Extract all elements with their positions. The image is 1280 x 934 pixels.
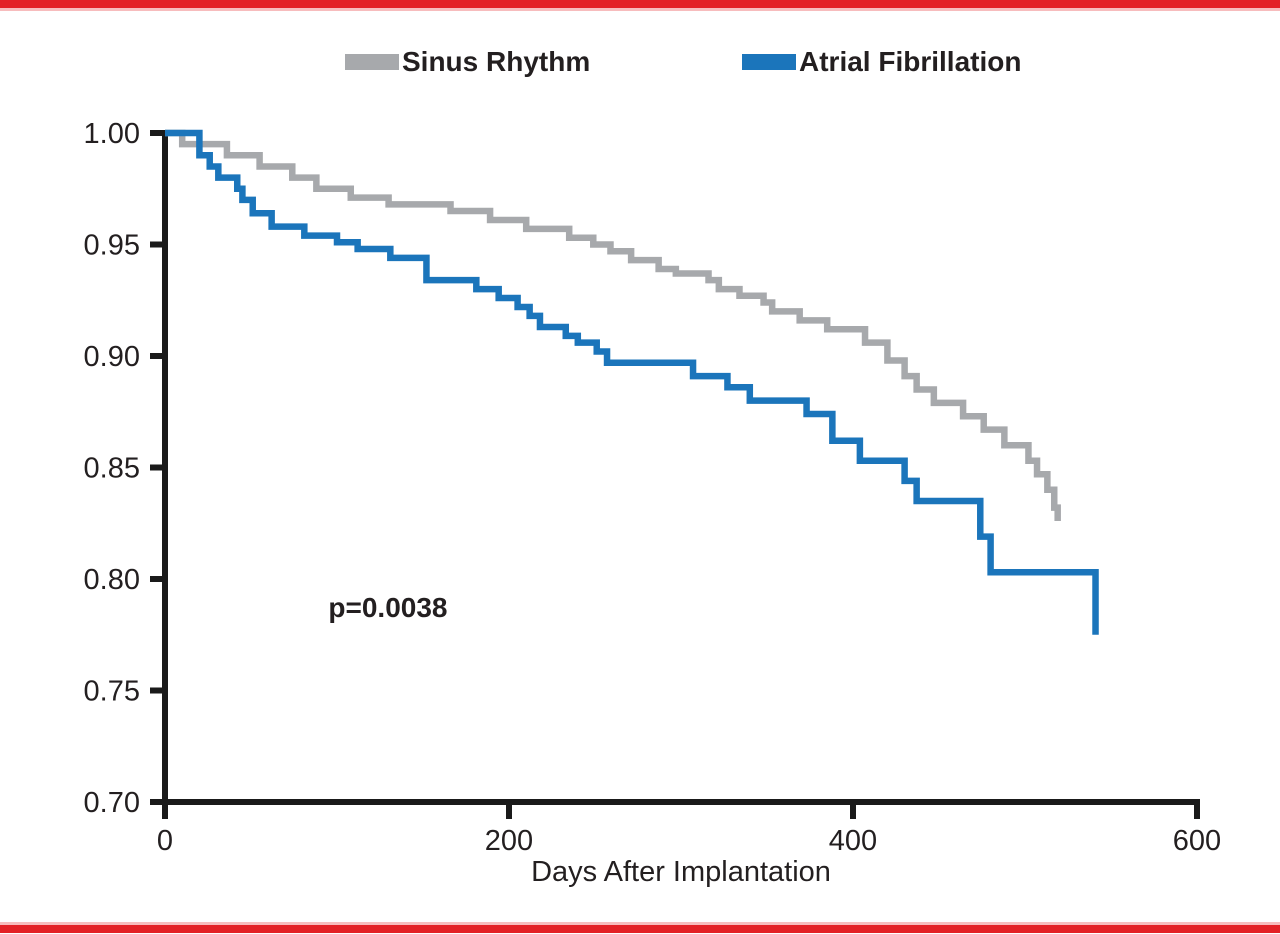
y-tick-label: 0.85 <box>84 453 140 485</box>
p-value-annotation: p=0.0038 <box>328 591 448 623</box>
y-tick-label: 0.90 <box>84 341 140 373</box>
legend-label-atrial-fibrillation: Atrial Fibrillation <box>799 46 1022 77</box>
legend-item-atrial-fibrillation: Atrial Fibrillation <box>742 46 1021 78</box>
legend-item-sinus-rhythm: Sinus Rhythm <box>345 46 590 78</box>
top-border-bar <box>0 0 1280 8</box>
atrial-fibrillation-swatch-icon <box>742 54 796 70</box>
series-line-1 <box>165 129 1099 635</box>
x-tick-label: 200 <box>485 825 533 857</box>
series-line-0 <box>165 129 1061 522</box>
y-tick-label: 0.95 <box>84 230 140 262</box>
y-tick-label: 0.80 <box>84 564 140 596</box>
legend-label-sinus-rhythm: Sinus Rhythm <box>402 46 591 77</box>
sinus-rhythm-swatch-icon <box>345 54 399 70</box>
x-tick-label: 0 <box>157 825 173 857</box>
y-tick-label: 1.00 <box>84 118 140 150</box>
bottom-border-bar <box>0 925 1280 933</box>
x-axis-label: Days After Implantation <box>531 856 831 888</box>
x-tick-label: 400 <box>829 825 877 857</box>
y-tick-label: 0.75 <box>84 676 140 708</box>
y-tick-label: 0.70 <box>84 787 140 819</box>
x-tick-label: 600 <box>1173 825 1221 857</box>
